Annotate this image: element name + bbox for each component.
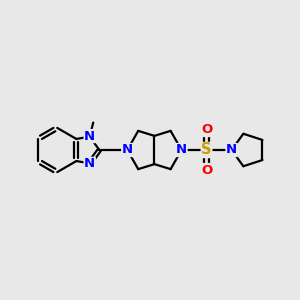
Text: N: N — [84, 158, 95, 170]
Text: N: N — [122, 143, 133, 157]
Text: O: O — [201, 124, 212, 136]
Text: S: S — [201, 142, 212, 158]
Text: O: O — [201, 164, 212, 176]
Text: N: N — [176, 143, 187, 157]
Text: N: N — [84, 130, 95, 142]
Text: N: N — [226, 143, 237, 157]
